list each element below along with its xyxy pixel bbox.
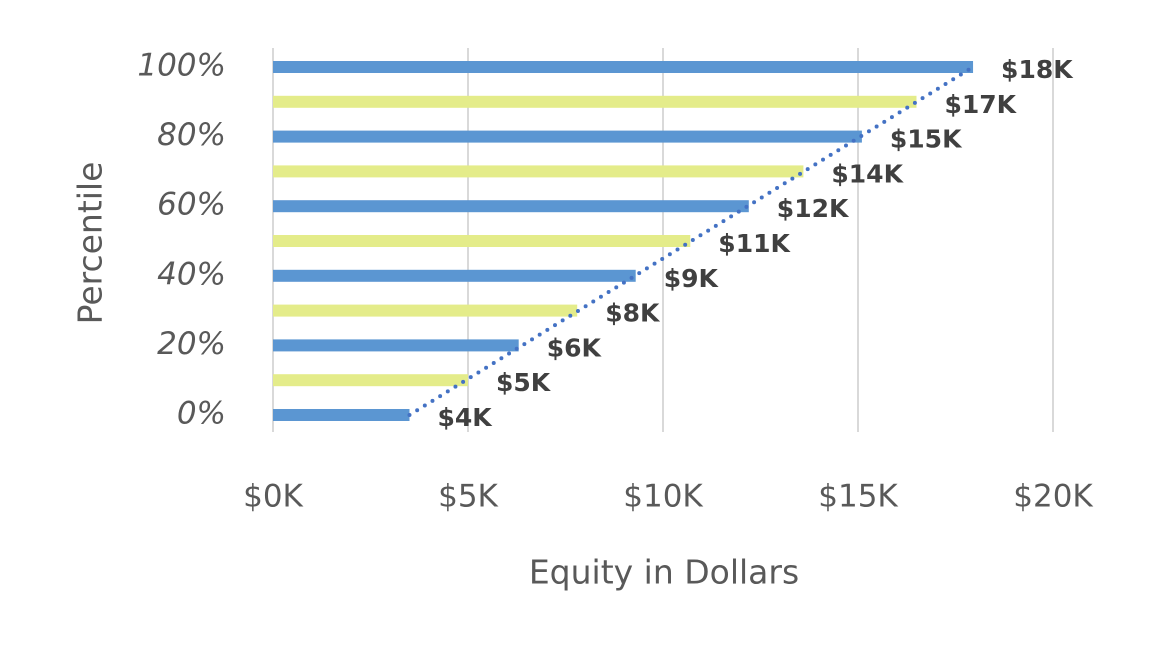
data-label: $6K <box>547 333 603 362</box>
bar <box>273 374 468 387</box>
x-tick-label: $15K <box>818 479 898 515</box>
x-tick-label: $10K <box>623 479 703 515</box>
data-label: $8K <box>605 299 661 328</box>
data-label: $14K <box>831 159 904 188</box>
bar <box>273 130 862 143</box>
bar <box>273 339 519 352</box>
y-tick-label: 0% <box>177 396 226 432</box>
bar <box>273 269 636 282</box>
y-axis-title: Percentile <box>71 162 110 325</box>
bar <box>273 235 691 247</box>
bar <box>273 200 749 213</box>
trendline <box>407 65 976 417</box>
y-tick-label: 20% <box>157 326 226 362</box>
y-tick-label: 60% <box>157 187 226 223</box>
bar <box>273 409 410 421</box>
data-label: $15K <box>890 125 963 154</box>
data-label: $12K <box>777 194 850 223</box>
y-tick-label: 40% <box>157 256 226 292</box>
data-label: $17K <box>945 90 1018 119</box>
bar <box>273 61 974 73</box>
data-label: $4K <box>438 403 494 432</box>
x-tick-label: $20K <box>1013 479 1093 515</box>
bar <box>273 95 917 108</box>
data-label: $5K <box>496 368 552 397</box>
x-tick-label: $0K <box>243 479 303 515</box>
data-label: $9K <box>664 264 720 293</box>
bar <box>273 304 578 317</box>
y-tick-label: 80% <box>157 117 226 153</box>
data-label: $18K <box>1001 55 1074 84</box>
data-label: $11K <box>718 229 791 258</box>
bar <box>273 165 804 178</box>
x-axis-title: Equity in Dollars <box>529 553 799 592</box>
x-tick-label: $5K <box>438 479 498 515</box>
y-tick-label: 100% <box>137 48 226 84</box>
